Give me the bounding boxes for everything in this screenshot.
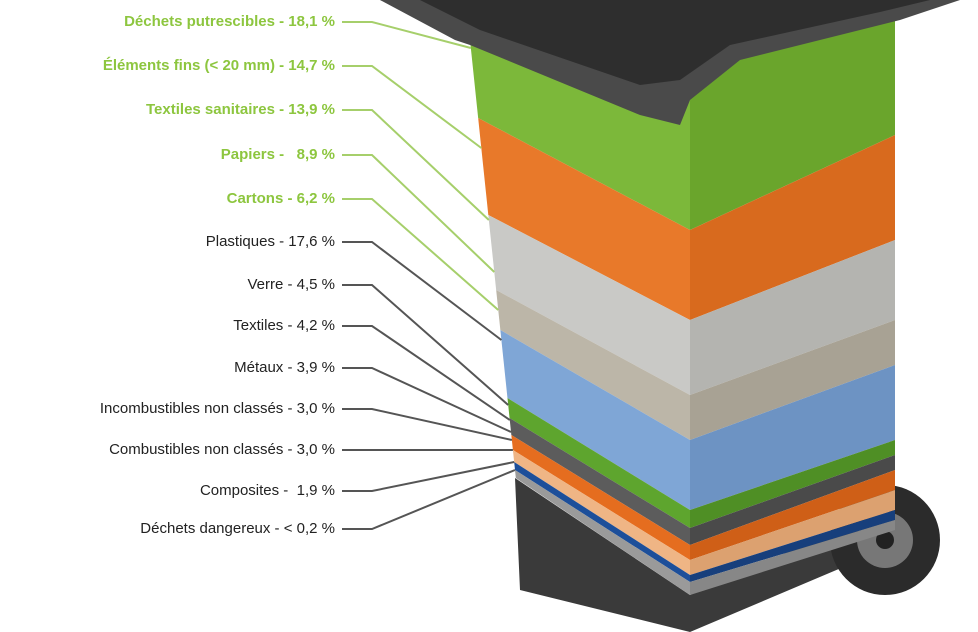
leader-line bbox=[342, 65, 482, 149]
label: Composites - 1,9 % bbox=[200, 482, 335, 499]
leader-line bbox=[342, 469, 516, 530]
leader-line bbox=[342, 241, 502, 341]
layer-side bbox=[690, 365, 895, 510]
leader-line bbox=[342, 154, 495, 273]
label: Papiers - 8,9 % bbox=[221, 146, 335, 163]
label: Textiles - 4,2 % bbox=[233, 317, 335, 334]
layer-front bbox=[488, 215, 690, 395]
layer-front bbox=[500, 330, 690, 510]
layer-side bbox=[690, 440, 895, 528]
leader-line bbox=[342, 198, 499, 311]
leader-line bbox=[342, 408, 513, 441]
leader-line bbox=[342, 461, 515, 492]
layer-front bbox=[496, 290, 690, 440]
layer-side bbox=[690, 320, 895, 440]
layer-side bbox=[690, 240, 895, 395]
layer-front bbox=[511, 435, 690, 560]
layer-side bbox=[690, 510, 895, 582]
label: Plastiques - 17,6 % bbox=[206, 233, 335, 250]
layer-front bbox=[478, 118, 690, 320]
layer-front bbox=[512, 450, 690, 575]
lid-top bbox=[420, 0, 930, 85]
leader-line bbox=[342, 21, 472, 49]
label: Éléments fins (< 20 mm) - 14,7 % bbox=[103, 57, 335, 74]
layer-side bbox=[690, 135, 895, 320]
label: Combustibles non classés - 3,0 % bbox=[109, 441, 335, 458]
layer-side bbox=[690, 520, 895, 595]
label: Métaux - 3,9 % bbox=[234, 359, 335, 376]
bin bbox=[380, 0, 960, 632]
label: Incombustibles non classés - 3,0 % bbox=[100, 400, 335, 417]
layer-front bbox=[514, 462, 690, 582]
label: Cartons - 6,2 % bbox=[227, 190, 335, 207]
bin-base bbox=[515, 478, 860, 632]
leader-line bbox=[342, 325, 511, 421]
label: Textiles sanitaires - 13,9 % bbox=[146, 101, 335, 118]
leader-line bbox=[342, 367, 512, 433]
layer-front bbox=[507, 398, 690, 528]
label: Déchets dangereux - < 0,2 % bbox=[140, 520, 335, 537]
label: Déchets putrescibles - 18,1 % bbox=[124, 13, 335, 30]
layer-front bbox=[509, 418, 690, 545]
label: Verre - 4,5 % bbox=[247, 276, 335, 293]
layer-side bbox=[690, 470, 895, 560]
layer-front bbox=[515, 470, 690, 595]
layer-side bbox=[690, 455, 895, 545]
layer-side bbox=[690, 490, 895, 575]
leader-line bbox=[342, 109, 490, 221]
labels: Déchets putrescibles - 18,1 % Éléments fi… bbox=[100, 13, 516, 537]
wheel-center bbox=[876, 531, 894, 549]
leader-line bbox=[342, 284, 509, 406]
